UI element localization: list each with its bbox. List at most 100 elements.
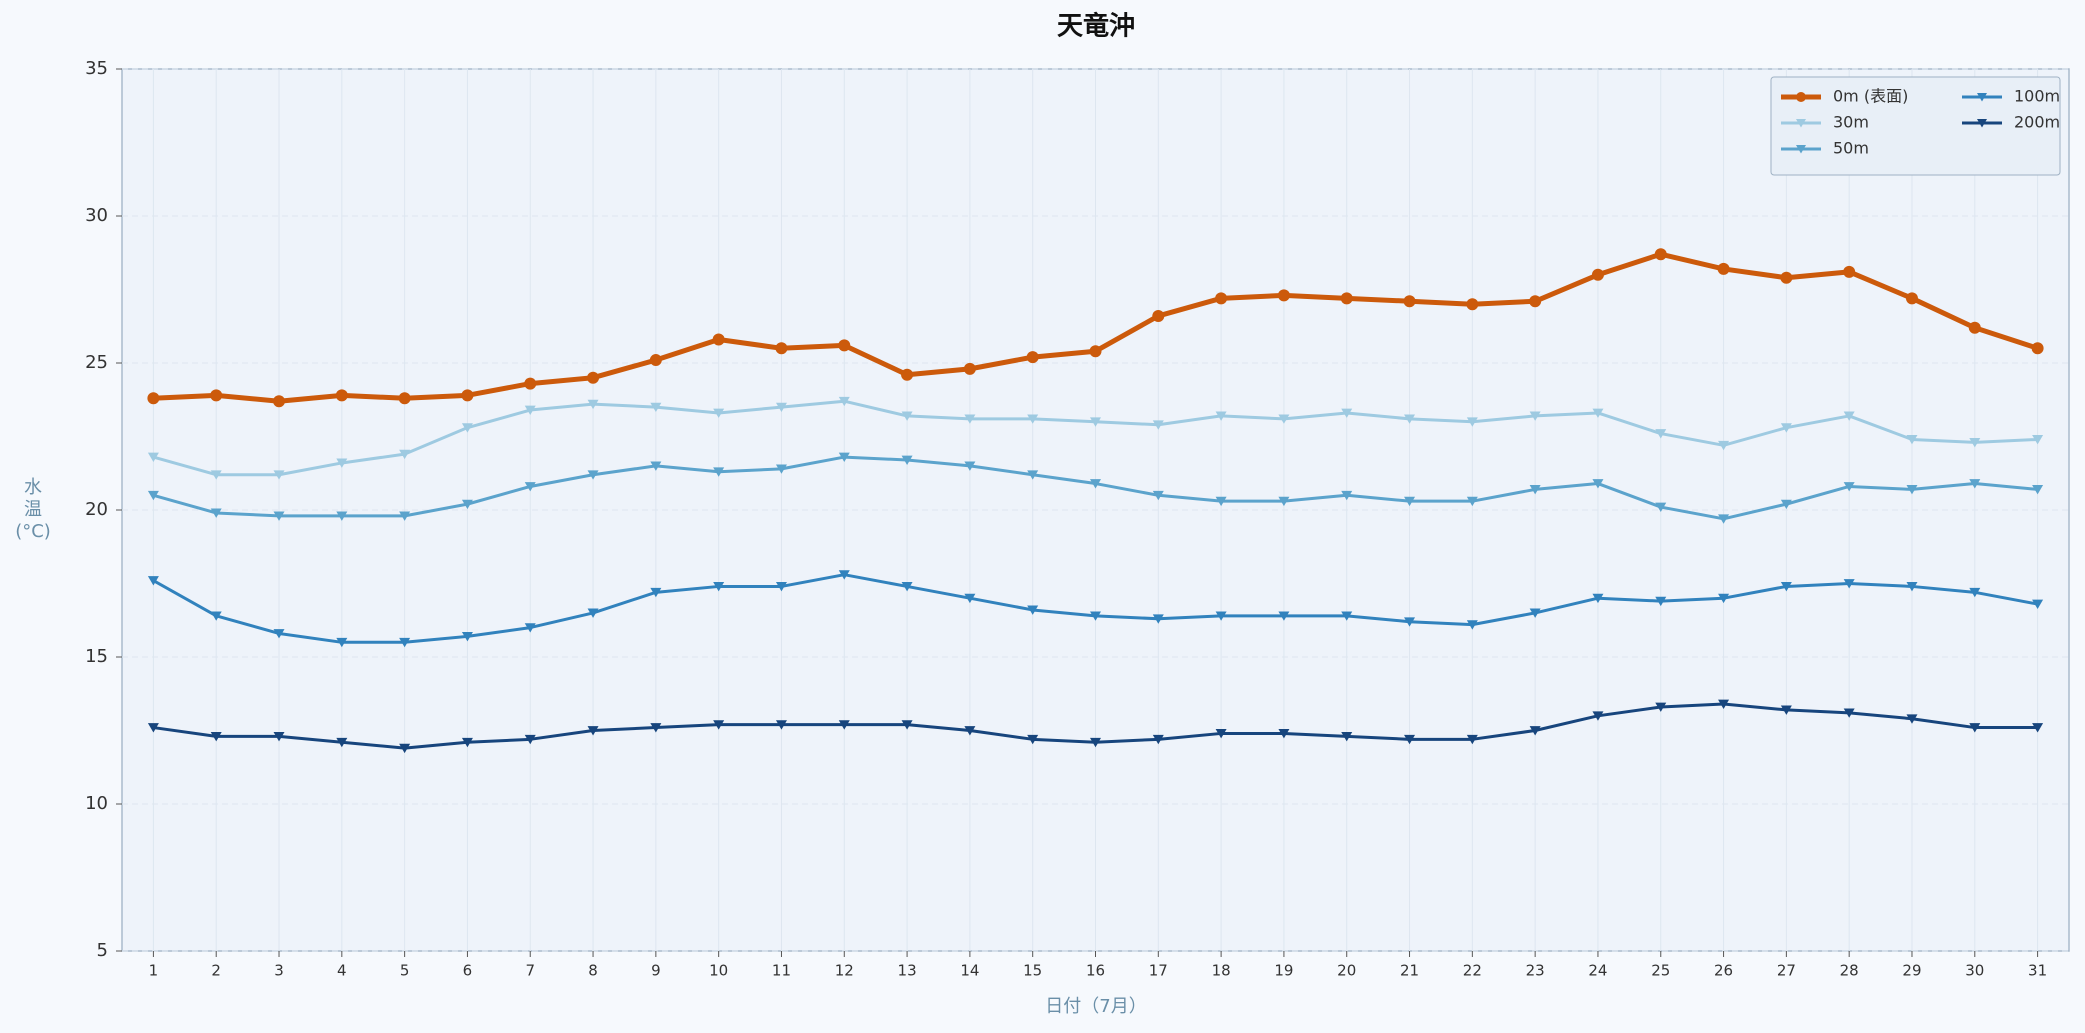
marker [1968, 321, 1981, 334]
marker [1969, 437, 1981, 448]
x-tick-label: 31 [2028, 962, 2047, 980]
marker [1592, 479, 1604, 489]
marker [1796, 145, 1806, 154]
x-tick-label: 7 [525, 962, 535, 980]
marker [524, 482, 536, 492]
marker [524, 623, 536, 633]
marker [775, 582, 787, 592]
marker [1905, 292, 1918, 305]
marker [1215, 496, 1227, 507]
marker [1843, 411, 1855, 421]
y-tick-label: 35 [85, 58, 108, 79]
marker [273, 470, 285, 480]
marker [1278, 496, 1290, 507]
marker [1529, 726, 1541, 736]
x-tick-label: 20 [1337, 962, 1356, 980]
marker [399, 511, 411, 521]
marker [1404, 617, 1416, 627]
x-tick-label: 15 [1023, 962, 1042, 980]
marker [901, 720, 913, 730]
x-tick-label: 18 [1212, 962, 1231, 980]
marker [775, 720, 787, 730]
x-tick-label: 1 [149, 962, 159, 980]
marker [1969, 587, 1981, 598]
marker [838, 452, 850, 463]
marker [210, 508, 222, 518]
marker [1404, 496, 1416, 507]
marker [964, 593, 976, 604]
series [147, 570, 2044, 648]
marker [1466, 620, 1478, 630]
marker [336, 637, 348, 648]
marker [1529, 485, 1541, 495]
marker [713, 408, 725, 418]
marker [1655, 702, 1667, 712]
x-tick-label: 6 [463, 962, 473, 980]
marker [587, 399, 599, 410]
marker [147, 392, 160, 405]
marker [210, 470, 222, 480]
marker [1466, 417, 1478, 427]
marker [1340, 292, 1353, 305]
x-tick-label: 19 [1274, 962, 1293, 980]
marker [1529, 608, 1541, 618]
marker [1090, 479, 1101, 489]
x-tick-label: 26 [1714, 962, 1733, 980]
marker [1278, 729, 1290, 739]
marker [838, 720, 850, 730]
x-tick-label: 4 [337, 962, 347, 980]
marker [1215, 411, 1227, 421]
marker [1843, 265, 1856, 278]
marker [2032, 435, 2044, 445]
y-tick-label: 20 [85, 499, 108, 520]
y-tick-label: 15 [85, 646, 108, 667]
x-tick-label: 28 [1840, 962, 1859, 980]
marker [524, 377, 537, 390]
marker [1341, 731, 1353, 742]
x-tick-label: 11 [772, 962, 791, 980]
marker [1717, 262, 1730, 275]
legend-label: 50m [1833, 139, 1869, 158]
marker [2031, 342, 2044, 355]
legend-box [1770, 76, 2061, 176]
marker [524, 405, 536, 415]
y-tick-label: 30 [85, 205, 108, 226]
x-tick-label: 9 [651, 962, 661, 980]
marker [1977, 93, 1987, 102]
marker [1780, 499, 1792, 510]
marker [1090, 611, 1101, 621]
marker [399, 637, 411, 648]
marker [1796, 119, 1806, 128]
x-tick-label: 5 [400, 962, 410, 980]
marker [1843, 708, 1855, 718]
marker [775, 464, 787, 474]
marker [901, 455, 913, 465]
marker [461, 499, 473, 510]
marker [1026, 351, 1039, 364]
marker [1592, 711, 1604, 721]
marker [1655, 429, 1667, 439]
marker [147, 723, 159, 733]
marker [1215, 292, 1228, 305]
x-tick-label: 2 [211, 962, 221, 980]
legend-label: 0m (表面) [1833, 87, 1908, 106]
marker [1977, 119, 1987, 128]
marker [1027, 414, 1039, 424]
marker [713, 720, 725, 730]
marker [1215, 611, 1227, 621]
marker [1969, 723, 1981, 733]
y-axis-label: 水温(°C) [15, 477, 51, 542]
x-tick-label: 3 [274, 962, 284, 980]
marker [1655, 502, 1667, 513]
marker [1796, 92, 1806, 102]
marker [1027, 734, 1039, 745]
x-tick-label: 24 [1588, 962, 1607, 980]
marker [1843, 579, 1855, 589]
x-tick-label: 22 [1463, 962, 1482, 980]
marker [1718, 699, 1730, 709]
marker [1404, 414, 1416, 424]
x-tick-label: 23 [1526, 962, 1545, 980]
marker [964, 461, 976, 471]
marker [399, 743, 411, 754]
marker [713, 582, 725, 592]
